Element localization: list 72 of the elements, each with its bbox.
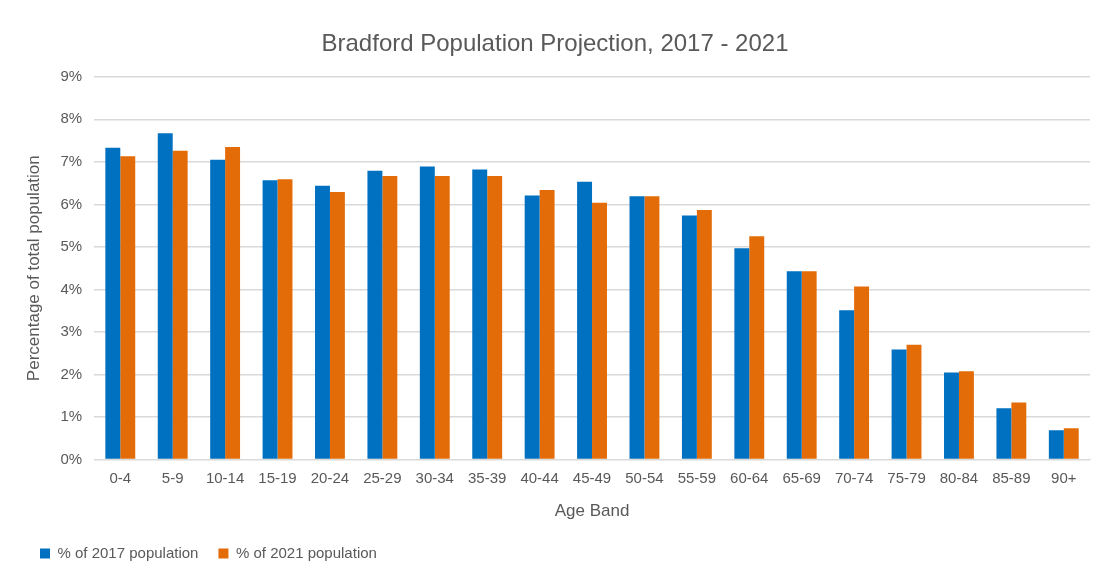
bar xyxy=(524,195,540,459)
x-tick-label: 50-54 xyxy=(625,468,664,486)
bar xyxy=(105,147,121,459)
bar xyxy=(1063,428,1079,459)
bar xyxy=(382,175,398,459)
x-tick-label: 70-74 xyxy=(834,468,874,486)
bar xyxy=(696,209,712,459)
x-tick-label: 45-49 xyxy=(572,468,612,486)
bar xyxy=(1048,430,1064,459)
y-tick-label: 1% xyxy=(60,407,83,425)
x-tick-label: 30-34 xyxy=(415,468,454,486)
bar xyxy=(367,170,383,459)
x-tick-label: 60-64 xyxy=(730,468,769,486)
y-tick-label: 2% xyxy=(60,364,83,382)
x-tick-label: 55-59 xyxy=(677,468,717,486)
bar xyxy=(1011,402,1027,459)
bar xyxy=(906,344,922,459)
bar xyxy=(944,372,959,459)
bar xyxy=(854,286,870,459)
y-tick-label: 3% xyxy=(60,322,83,340)
bar xyxy=(958,371,974,459)
bar xyxy=(644,196,660,459)
bar xyxy=(629,196,645,459)
x-tick-label: 0-4 xyxy=(109,468,132,486)
bar xyxy=(786,271,802,459)
bar xyxy=(120,156,136,459)
y-tick-label: 7% xyxy=(60,152,83,170)
bar xyxy=(839,310,855,459)
x-tick-label: 10-14 xyxy=(205,468,245,486)
x-tick-label: 90+ xyxy=(1051,468,1077,486)
bar xyxy=(277,179,293,459)
bar xyxy=(262,180,278,459)
bar xyxy=(681,215,697,459)
bar xyxy=(225,146,241,459)
bar xyxy=(891,349,907,459)
bar xyxy=(329,192,345,459)
x-tick-label: 35-39 xyxy=(468,468,507,486)
bar xyxy=(419,166,435,459)
x-tick-label: 40-44 xyxy=(520,468,559,486)
bar xyxy=(577,181,593,459)
y-axis-title: Percentage of total population xyxy=(23,155,43,382)
bar xyxy=(315,185,330,459)
y-tick-label: 0% xyxy=(60,449,83,467)
x-tick-label: 15-19 xyxy=(258,468,297,486)
bar xyxy=(210,159,226,459)
x-axis-title: Age Band xyxy=(554,501,630,521)
x-tick-label: 85-89 xyxy=(992,468,1031,486)
bar xyxy=(749,236,765,459)
y-tick-label: 4% xyxy=(60,279,83,297)
y-tick-label: 9% xyxy=(60,66,83,84)
bar xyxy=(801,271,817,459)
bar xyxy=(487,175,503,459)
x-tick-label: 5-9 xyxy=(161,468,184,486)
x-tick-label: 65-69 xyxy=(782,468,821,486)
bar xyxy=(172,150,188,459)
bar xyxy=(157,133,173,459)
y-tick-label: 8% xyxy=(60,109,83,127)
bar xyxy=(996,408,1012,459)
legend-label: % of 2021 population xyxy=(235,543,377,561)
x-tick-label: 80-84 xyxy=(939,468,979,486)
x-tick-label: 75-79 xyxy=(887,468,926,486)
bar xyxy=(472,169,488,459)
x-tick-label: 20-24 xyxy=(310,468,350,486)
bar xyxy=(539,189,555,459)
bar xyxy=(434,175,450,459)
bar xyxy=(592,202,607,459)
y-tick-label: 6% xyxy=(60,194,83,212)
legend-label: % of 2017 population xyxy=(57,543,199,561)
chart-title: Bradford Population Projection, 2017 - 2021 xyxy=(321,29,789,57)
bar xyxy=(734,248,750,459)
x-tick-label: 25-29 xyxy=(363,468,402,486)
y-tick-label: 5% xyxy=(60,237,83,255)
